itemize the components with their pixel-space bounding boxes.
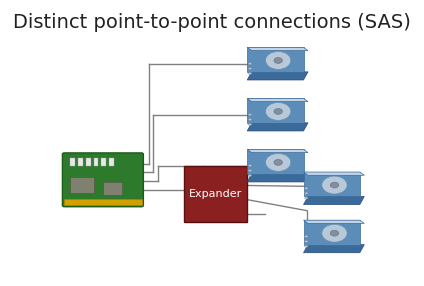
Polygon shape — [304, 245, 364, 253]
Bar — [86, 158, 90, 166]
Ellipse shape — [304, 235, 308, 237]
Ellipse shape — [304, 192, 308, 194]
Ellipse shape — [248, 63, 252, 65]
Bar — [184, 166, 247, 222]
Polygon shape — [304, 220, 360, 245]
Bar — [70, 177, 94, 192]
Polygon shape — [304, 220, 364, 223]
Ellipse shape — [274, 160, 282, 165]
Polygon shape — [304, 172, 360, 196]
Bar — [94, 158, 98, 166]
Polygon shape — [304, 172, 364, 175]
Ellipse shape — [248, 174, 252, 176]
Ellipse shape — [248, 114, 252, 116]
Polygon shape — [304, 196, 364, 204]
Polygon shape — [247, 149, 308, 153]
Ellipse shape — [248, 119, 252, 120]
Polygon shape — [247, 149, 304, 174]
Polygon shape — [247, 72, 308, 80]
Bar — [101, 158, 106, 166]
Ellipse shape — [330, 182, 339, 188]
Ellipse shape — [304, 245, 308, 247]
Ellipse shape — [248, 165, 252, 167]
Ellipse shape — [322, 224, 347, 242]
Polygon shape — [247, 47, 304, 72]
FancyBboxPatch shape — [62, 153, 143, 207]
Ellipse shape — [248, 170, 252, 172]
Polygon shape — [247, 98, 304, 123]
Ellipse shape — [265, 102, 291, 120]
Ellipse shape — [330, 230, 339, 236]
Ellipse shape — [304, 187, 308, 189]
Ellipse shape — [248, 72, 252, 74]
Polygon shape — [247, 123, 308, 131]
Ellipse shape — [322, 176, 347, 194]
Ellipse shape — [304, 197, 308, 199]
Bar — [109, 158, 114, 166]
Bar — [64, 199, 142, 205]
Ellipse shape — [274, 108, 282, 114]
Ellipse shape — [265, 154, 291, 171]
Ellipse shape — [248, 124, 252, 126]
Polygon shape — [247, 98, 308, 102]
Text: Distinct point-to-point connections (SAS): Distinct point-to-point connections (SAS… — [13, 13, 411, 32]
Ellipse shape — [304, 240, 308, 242]
Bar — [103, 182, 122, 195]
Polygon shape — [247, 174, 308, 182]
Bar — [78, 158, 83, 166]
Ellipse shape — [248, 67, 252, 69]
Ellipse shape — [265, 51, 291, 69]
Bar — [70, 158, 75, 166]
Polygon shape — [247, 47, 308, 51]
Text: Expander: Expander — [189, 189, 242, 199]
Ellipse shape — [274, 57, 282, 63]
